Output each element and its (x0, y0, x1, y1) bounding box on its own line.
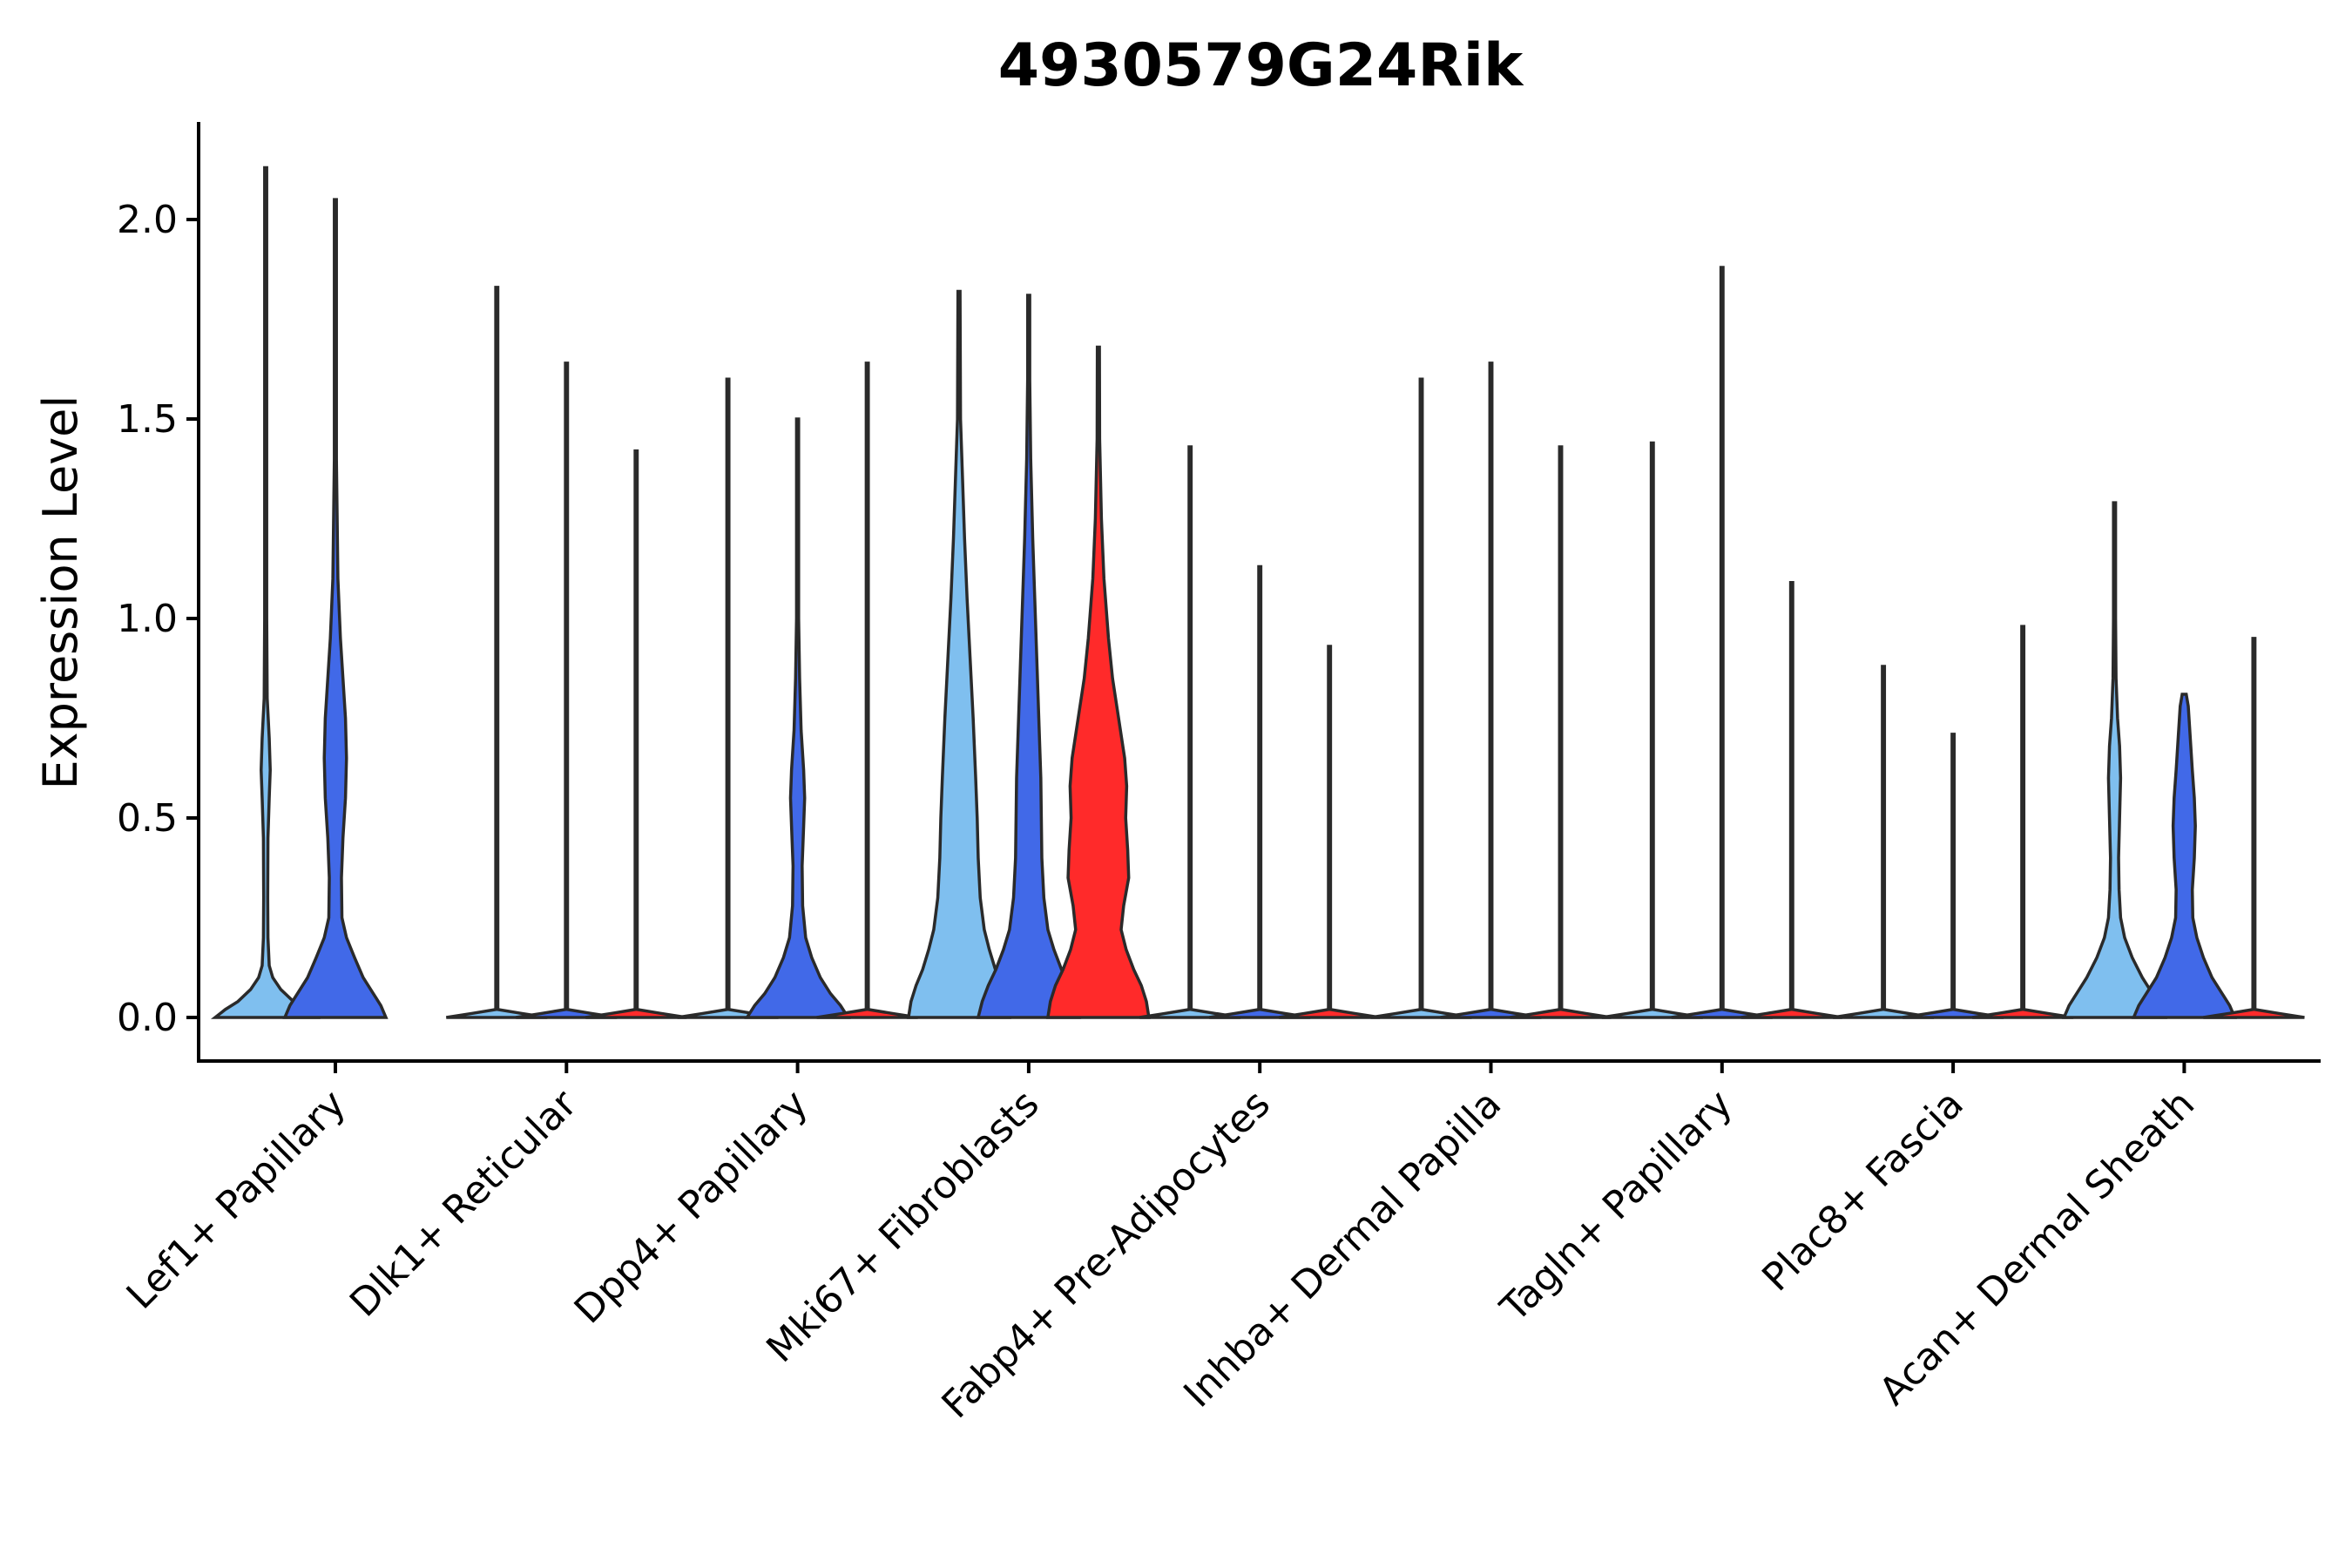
violin-8-0 (2061, 501, 2168, 1019)
x-tick-label: Tagln+ Papillary (1491, 1082, 1740, 1331)
violin-layer (210, 166, 2305, 1019)
violin-8-2 (2203, 637, 2305, 1019)
chart-title: 4930579G24Rik (998, 31, 1524, 100)
violin-7-0 (1832, 665, 1935, 1019)
violin-7-1 (1902, 733, 2004, 1019)
violin-5-2 (1510, 445, 1612, 1019)
y-tick-label: 2.0 (117, 198, 178, 242)
violin-6-2 (1740, 581, 1843, 1019)
x-tick-label: Lef1+ Papillary (118, 1082, 355, 1318)
x-tick-label: Dlk1+ Reticular (341, 1081, 586, 1326)
violin-5-1 (1440, 362, 1542, 1019)
violin-4-1 (1208, 564, 1311, 1019)
y-tick-label: 0.5 (117, 796, 178, 841)
violin-2-0 (677, 377, 779, 1019)
violin-0-0 (210, 166, 321, 1019)
violin-3-1 (976, 294, 1082, 1019)
violin-6-0 (1601, 441, 1704, 1019)
violin-2-1 (744, 417, 851, 1019)
x-tick-label: Plac8+ Fascia (1754, 1082, 1972, 1301)
y-tick-label: 1.0 (117, 597, 178, 641)
violin-4-2 (1278, 645, 1381, 1019)
violin-7-2 (1971, 625, 2074, 1019)
violin-8-1 (2131, 693, 2238, 1019)
x-tick-label: Dpp4+ Papillary (566, 1082, 817, 1333)
y-axis-label: Expression Level (33, 395, 88, 790)
violin-6-1 (1671, 266, 1774, 1019)
y-tick-label: 0.0 (117, 996, 178, 1040)
violin-5-0 (1370, 377, 1472, 1019)
y-axis-ticks: 0.0 0.5 1.0 1.5 2.0 (117, 198, 199, 1040)
violin-2-2 (816, 362, 918, 1019)
violin-0-1 (282, 198, 389, 1019)
violin-1-0 (446, 286, 548, 1019)
violin-1-1 (516, 362, 618, 1019)
y-tick-label: 1.5 (117, 397, 178, 442)
violin-4-0 (1139, 445, 1241, 1019)
violin-3-0 (906, 289, 1011, 1019)
violin-3-2 (1045, 345, 1151, 1019)
violin-1-2 (585, 449, 687, 1019)
